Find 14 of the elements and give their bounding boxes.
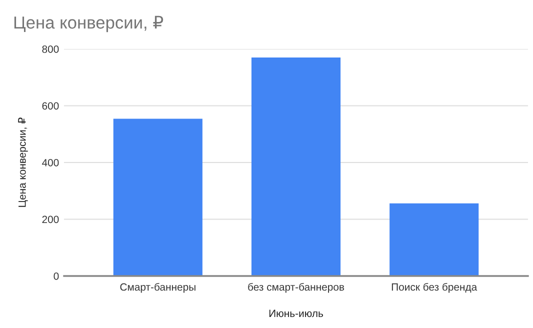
x-tick-label: Смарт-баннеры: [120, 282, 196, 293]
bar: [113, 118, 202, 276]
x-tick-label: без смарт-баннеров: [248, 282, 344, 293]
x-axis-title: Июнь-июль: [269, 310, 323, 318]
y-tick-label: 400: [42, 159, 59, 166]
chart-title: Цена конверсии, ₽: [14, 16, 164, 32]
y-tick-label: 0: [54, 272, 59, 280]
bar: [390, 203, 479, 276]
bar: [251, 58, 341, 276]
y-tick-label: 800: [42, 46, 59, 53]
y-tick-label: 600: [42, 102, 59, 110]
y-axis-title: Цена конверсии, ₽: [18, 118, 28, 207]
x-tick-label: Поиск без бренда: [392, 282, 478, 293]
y-tick-label: 200: [42, 216, 59, 224]
